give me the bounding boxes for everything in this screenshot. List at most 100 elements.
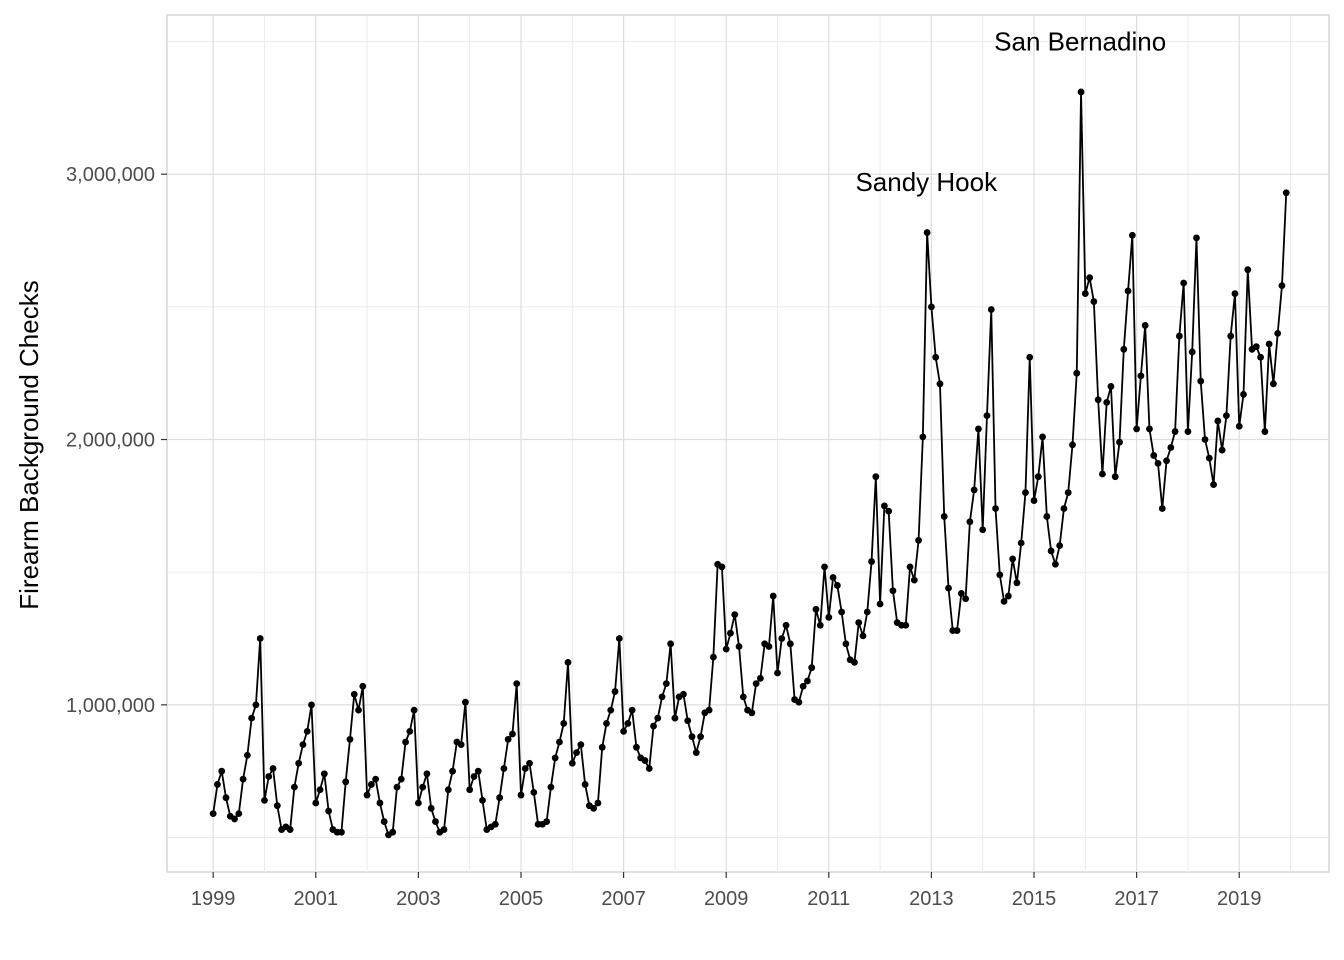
data-point <box>624 720 632 727</box>
data-point <box>590 804 598 812</box>
data-point <box>975 425 982 433</box>
data-point <box>872 473 880 481</box>
data-point <box>325 807 332 815</box>
data-point <box>291 783 298 791</box>
data-point <box>359 682 367 690</box>
data-point <box>372 775 380 783</box>
data-point <box>765 643 773 650</box>
data-point <box>769 592 777 600</box>
data-point <box>829 574 837 581</box>
data-point <box>581 781 589 788</box>
data-point <box>658 693 666 701</box>
data-point <box>402 738 409 746</box>
data-point <box>1235 422 1243 430</box>
data-point <box>987 306 995 313</box>
data-point <box>863 608 871 616</box>
data-point <box>628 706 636 714</box>
data-point <box>547 783 555 791</box>
data-point <box>432 818 439 825</box>
data-point <box>1090 298 1098 305</box>
data-point <box>680 690 687 698</box>
data-point <box>885 507 893 515</box>
data-point <box>932 353 940 361</box>
data-point <box>662 680 670 688</box>
data-point <box>273 802 281 810</box>
data-point <box>705 706 713 714</box>
x-tick-label: 2005 <box>499 888 544 910</box>
annotation-layer: Sandy Hook San Bernadino <box>855 27 1166 198</box>
data-point <box>936 380 944 388</box>
data-point <box>1056 542 1064 550</box>
data-point <box>1047 547 1055 555</box>
data-point <box>718 563 726 571</box>
data-point <box>346 735 354 743</box>
data-point <box>786 640 794 648</box>
data-point <box>615 635 623 642</box>
data-point <box>1154 460 1162 467</box>
data-point <box>1034 473 1042 481</box>
data-point <box>1004 592 1012 600</box>
x-tick-label: 2001 <box>294 888 339 910</box>
data-point <box>1039 433 1046 441</box>
data-point <box>1013 579 1021 587</box>
data-point <box>808 664 816 672</box>
data-point <box>821 563 828 571</box>
data-point <box>470 773 478 780</box>
data-point <box>757 674 764 682</box>
data-point <box>970 486 978 494</box>
data-point <box>338 828 345 836</box>
grid-minor <box>167 15 1329 872</box>
data-point <box>1218 446 1226 454</box>
data-point <box>299 741 307 749</box>
y-axis: 1,000,000 2,000,000 3,000,000 <box>66 164 167 717</box>
data-point <box>684 717 692 725</box>
data-point <box>833 582 841 589</box>
data-point <box>709 653 717 661</box>
data-point <box>1099 470 1106 478</box>
data-point <box>688 733 696 741</box>
data-point <box>543 818 551 825</box>
data-point <box>962 595 970 603</box>
data-point <box>1069 441 1076 449</box>
data-point <box>799 682 807 690</box>
data-point <box>419 783 427 791</box>
data-point <box>1060 505 1068 512</box>
data-point <box>859 632 867 640</box>
data-point <box>509 730 516 738</box>
data-point <box>880 502 888 510</box>
data-point <box>1158 505 1166 512</box>
x-tick-label: 2003 <box>396 888 441 910</box>
data-point <box>308 701 315 709</box>
data-point <box>363 791 371 799</box>
data-point <box>573 749 580 756</box>
data-point <box>410 706 418 714</box>
x-tick-label: 2011 <box>807 888 850 910</box>
data-point <box>474 767 482 775</box>
data-point <box>248 714 256 722</box>
data-point <box>1051 560 1059 568</box>
data-point <box>731 611 739 619</box>
data-point <box>312 799 320 807</box>
data-point <box>457 741 465 749</box>
data-point <box>286 826 294 833</box>
data-point <box>252 701 260 709</box>
data-point <box>641 757 649 764</box>
data-point <box>440 826 448 833</box>
data-point <box>1017 539 1025 547</box>
data-point <box>427 804 435 812</box>
data-point <box>945 584 952 592</box>
data-point <box>1231 290 1239 297</box>
data-point <box>1270 380 1277 388</box>
data-point <box>1167 444 1175 451</box>
data-point <box>239 775 247 783</box>
data-point <box>235 810 243 818</box>
data-point <box>316 786 324 794</box>
data-point <box>692 749 700 756</box>
x-axis: 1999 2001 2003 2005 2007 2009 2011 2013 2015 2017… <box>191 872 1261 910</box>
data-point <box>521 765 529 772</box>
data-point <box>620 727 627 735</box>
data-point <box>1171 428 1179 435</box>
data-point <box>1137 372 1145 380</box>
data-point <box>526 759 533 767</box>
data-point <box>919 433 927 441</box>
